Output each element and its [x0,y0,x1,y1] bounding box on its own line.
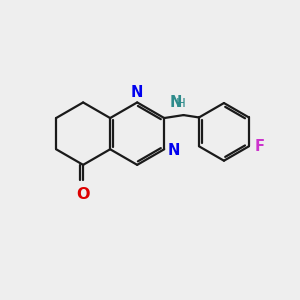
Text: H: H [176,97,186,110]
Text: N: N [131,85,143,100]
Text: N: N [168,143,180,158]
Text: O: O [76,187,90,202]
Text: N: N [170,95,182,110]
Text: F: F [254,139,264,154]
